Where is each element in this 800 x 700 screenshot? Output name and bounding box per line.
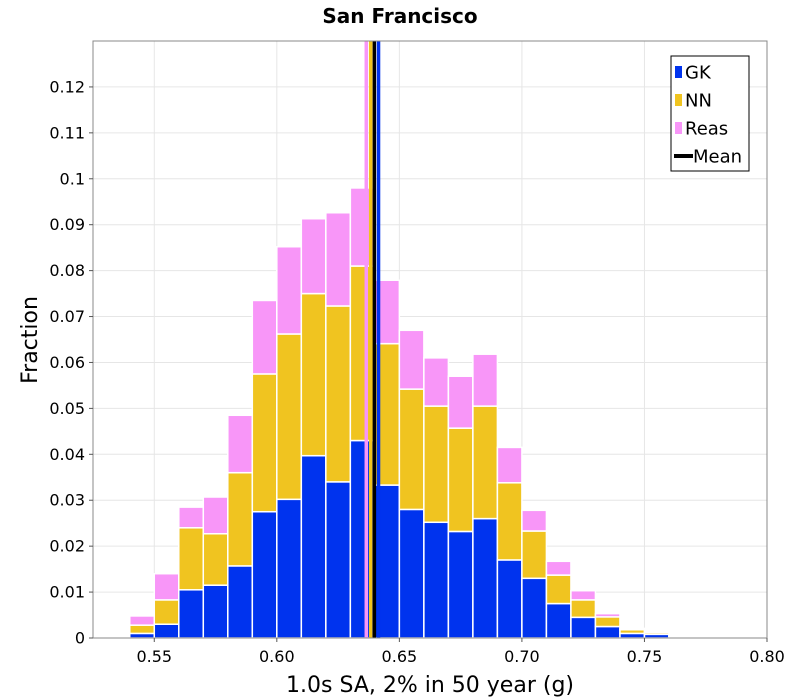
y-tick-label: 0.08 bbox=[49, 261, 85, 280]
legend-swatch-gk bbox=[675, 66, 682, 78]
y-tick-label: 0.07 bbox=[49, 307, 85, 326]
bar-nn bbox=[251, 373, 278, 513]
legend-label-gk: GK bbox=[685, 63, 712, 84]
legend-label-reas: Reas bbox=[685, 119, 728, 140]
bar-reas bbox=[325, 212, 352, 307]
y-tick-label: 0.09 bbox=[49, 215, 85, 234]
bar-nn bbox=[178, 527, 205, 591]
bar-gk bbox=[227, 565, 254, 639]
bar-nn bbox=[202, 533, 229, 586]
x-axis-label: 1.0s SA, 2% in 50 year (g) bbox=[286, 673, 574, 698]
x-tick-label: 0.75 bbox=[627, 647, 663, 666]
bar-reas bbox=[153, 572, 180, 601]
x-tick-label: 0.70 bbox=[504, 647, 540, 666]
bar-reas bbox=[594, 612, 621, 618]
y-axis-ticks: 0 0.01 0.02 0.03 0.04 0.05 0.06 0.07 0.08 0.09 0.1… bbox=[49, 77, 93, 648]
bar-reas bbox=[423, 357, 450, 407]
y-tick-label: 0.01 bbox=[49, 583, 85, 602]
bar-gk bbox=[423, 521, 450, 639]
bar-gk bbox=[202, 584, 229, 639]
x-tick-label: 0.65 bbox=[382, 647, 418, 666]
x-tick-label: 0.80 bbox=[749, 647, 785, 666]
bar-reas bbox=[129, 615, 156, 626]
bar-nn bbox=[447, 427, 474, 533]
bar-nn bbox=[129, 624, 156, 635]
x-tick-label: 0.55 bbox=[136, 647, 172, 666]
legend: GK NN Reas Mean bbox=[670, 55, 750, 172]
bar-reas bbox=[276, 245, 303, 335]
bar-gk bbox=[594, 625, 621, 639]
bar-nn bbox=[545, 574, 572, 605]
bar-gk bbox=[521, 577, 548, 639]
bar-reas bbox=[521, 509, 548, 532]
bar-nn bbox=[153, 599, 180, 625]
bar-gk bbox=[276, 498, 303, 639]
chart-title: San Francisco bbox=[322, 4, 477, 28]
bar-gk bbox=[178, 589, 205, 639]
y-tick-label: 0.04 bbox=[49, 445, 85, 464]
legend-label-mean: Mean bbox=[693, 147, 742, 168]
y-tick-label: 0.12 bbox=[49, 77, 85, 96]
legend-label-nn: NN bbox=[685, 91, 712, 112]
bar-reas bbox=[251, 299, 278, 375]
bar-nn bbox=[496, 482, 523, 561]
bar-gk bbox=[153, 623, 180, 639]
bar-nn bbox=[325, 305, 352, 483]
y-tick-label: 0 bbox=[75, 629, 85, 648]
bar-reas bbox=[104, 634, 131, 637]
y-axis-label: Fraction bbox=[18, 296, 43, 384]
mean-lines bbox=[364, 41, 381, 638]
legend-swatch-reas bbox=[675, 122, 682, 134]
y-tick-label: 0.11 bbox=[49, 123, 85, 142]
bar-nn bbox=[423, 405, 450, 524]
bar-nn bbox=[472, 405, 499, 520]
y-tick-label: 0.06 bbox=[49, 353, 85, 372]
bar-gk bbox=[496, 559, 523, 639]
bar-gk bbox=[398, 508, 425, 639]
bar-reas bbox=[619, 627, 646, 631]
legend-swatch-mean bbox=[674, 154, 693, 158]
bar-reas bbox=[472, 353, 499, 407]
legend-swatch-nn bbox=[675, 94, 682, 106]
bar-reas bbox=[570, 589, 597, 601]
plot-frame bbox=[92, 40, 768, 639]
y-tick-label: 0.02 bbox=[49, 537, 85, 556]
bar-reas bbox=[398, 329, 425, 390]
x-axis-ticks: 0.55 0.60 0.65 0.70 0.75 0.80 bbox=[136, 638, 785, 666]
bar-nn bbox=[276, 333, 303, 501]
bar-nn bbox=[300, 292, 327, 457]
bar-reas bbox=[227, 414, 254, 474]
bar-nn bbox=[570, 599, 597, 619]
legend-box bbox=[670, 55, 750, 172]
bar-gk bbox=[251, 510, 278, 639]
bar-reas bbox=[496, 446, 523, 484]
bar-reas bbox=[300, 217, 327, 295]
plot-area bbox=[92, 40, 768, 639]
y-tick-label: 0.03 bbox=[49, 491, 85, 510]
bar-nn bbox=[594, 616, 621, 628]
bar-gk bbox=[570, 616, 597, 639]
bar-gk bbox=[545, 602, 572, 639]
bar-gk bbox=[447, 530, 474, 639]
y-tick-label: 0.1 bbox=[60, 169, 85, 188]
bar-gk bbox=[300, 454, 327, 639]
bar-reas bbox=[202, 496, 229, 535]
bar-reas bbox=[178, 506, 205, 529]
bar-gk bbox=[325, 481, 352, 639]
bar-nn bbox=[521, 530, 548, 580]
x-tick-label: 0.60 bbox=[259, 647, 295, 666]
bar-reas bbox=[447, 375, 474, 429]
bar-gk bbox=[472, 517, 499, 639]
bar-reas bbox=[643, 630, 670, 634]
y-tick-label: 0.05 bbox=[49, 399, 85, 418]
bar-nn bbox=[227, 471, 254, 567]
bar-reas bbox=[545, 560, 572, 576]
bar-nn bbox=[398, 388, 425, 511]
